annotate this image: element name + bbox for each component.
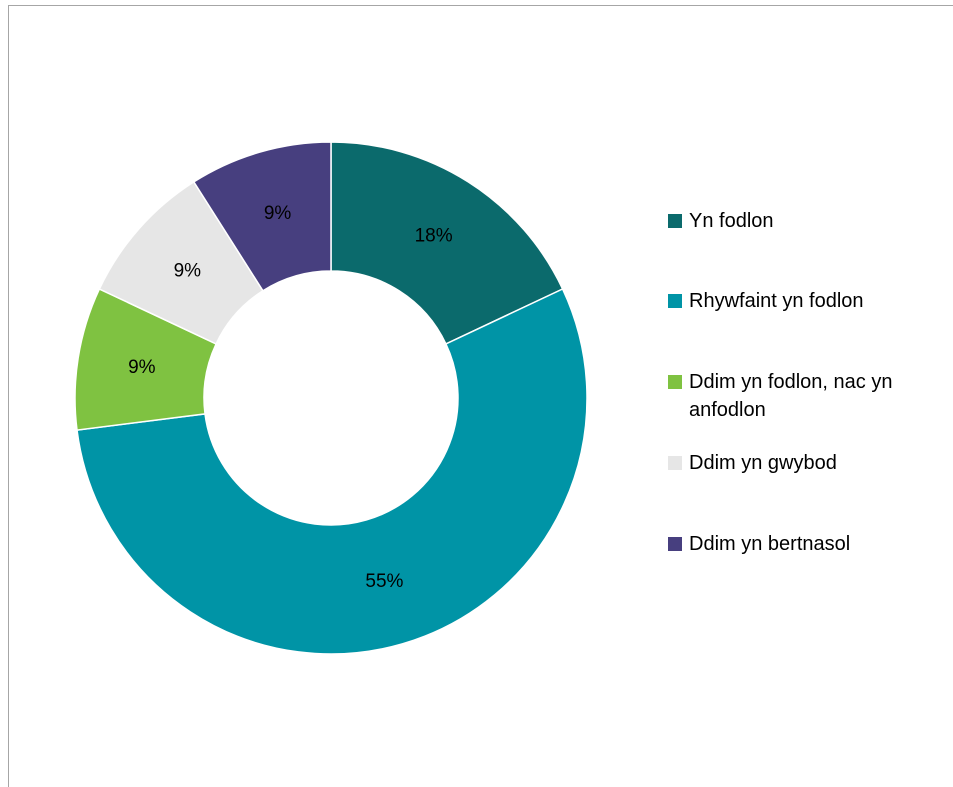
legend-label: Ddim yn bertnasol — [689, 533, 851, 555]
legend-item: Ddim yn bertnasol — [668, 530, 948, 558]
legend-label: Ddim yn gwybod — [689, 452, 837, 474]
legend-item: Ddim yn gwybod — [668, 449, 948, 477]
legend-label: Ddim yn fodlon, nac yn anfodlon — [689, 371, 893, 421]
legend-swatch — [668, 294, 682, 308]
donut-segment — [192, 141, 332, 292]
donut-segment — [76, 288, 588, 655]
data-label: 9% — [264, 203, 292, 224]
data-label: 9% — [128, 357, 156, 378]
legend-item: Rhywfaint yn fodlon — [668, 287, 948, 315]
legend-swatch — [668, 214, 682, 228]
donut-segment — [330, 141, 564, 345]
legend-swatch — [668, 375, 682, 389]
chart-border — [8, 5, 953, 787]
legend-label: Yn fodlon — [689, 210, 774, 232]
legend-item: Yn fodlon — [668, 207, 948, 235]
data-label: 18% — [415, 225, 453, 246]
data-label: 55% — [365, 571, 403, 592]
legend-swatch — [668, 456, 682, 470]
data-label: 9% — [174, 260, 202, 281]
legend-label: Rhywfaint yn fodlon — [689, 290, 864, 312]
legend-item: Ddim yn fodlon, nac yn anfodlon — [668, 368, 948, 424]
legend-swatch — [668, 537, 682, 551]
